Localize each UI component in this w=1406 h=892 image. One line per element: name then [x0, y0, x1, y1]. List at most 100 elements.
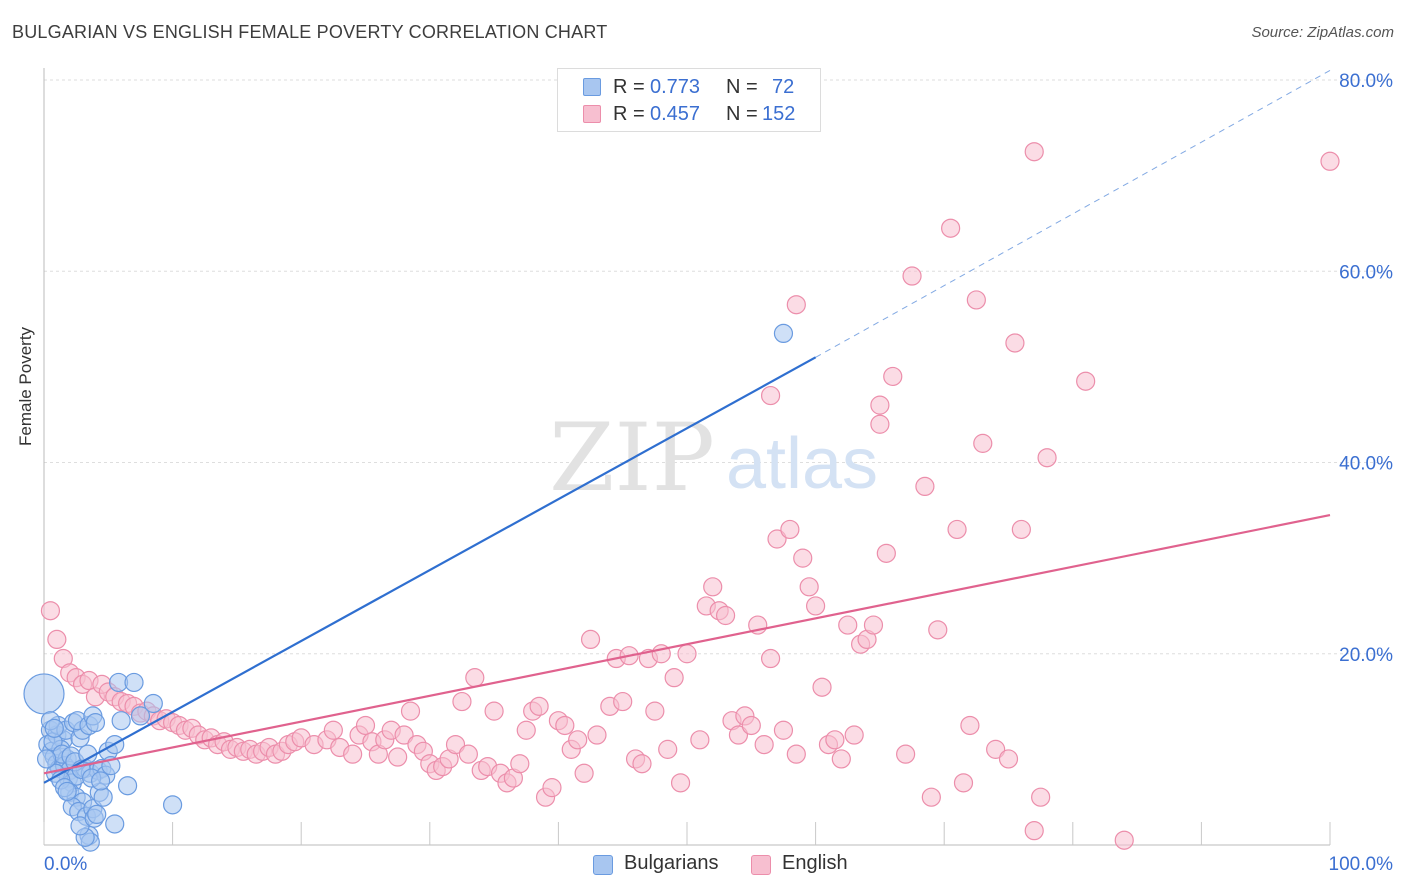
english-point [645, 701, 665, 721]
legend-r-label: R = [613, 103, 645, 125]
english-point [728, 725, 749, 745]
english-point [1037, 448, 1057, 468]
legend-n-value: 72 [772, 76, 795, 98]
watermark: ZIP atlas [549, 404, 878, 513]
english-point [613, 691, 633, 712]
bulgarian-point [44, 718, 64, 738]
english-point [883, 366, 903, 387]
english-point [773, 720, 794, 740]
english-point [580, 629, 601, 650]
english-point [1011, 519, 1031, 540]
bulgarian-point [90, 771, 111, 791]
english-point [1024, 142, 1044, 162]
english-point [741, 715, 761, 736]
english-point [780, 519, 800, 540]
english-point [1031, 787, 1051, 807]
english-point [760, 385, 781, 406]
english-point [394, 725, 414, 745]
english-point [1320, 151, 1340, 171]
english-point [703, 577, 723, 597]
english-point [658, 739, 678, 759]
english-point [1005, 333, 1025, 353]
english-point [355, 715, 376, 736]
correlation-legend: R = 0.773 N = 72 R = 0.457 N = 152 [557, 68, 821, 132]
y-tick-label: 20.0% [1339, 645, 1393, 666]
english-point [574, 763, 594, 783]
trend-lines [43, 70, 1331, 784]
legend-n-label: N = [726, 103, 758, 125]
english-point [928, 620, 948, 640]
source-label: Source: ZipAtlas.com [1251, 24, 1394, 41]
legend-swatch-pink [583, 105, 601, 123]
bulgarian-point [23, 673, 65, 715]
english-point [921, 787, 941, 807]
english-point [555, 715, 575, 736]
y-tick-label: 40.0% [1339, 454, 1393, 475]
legend-r-value: 0.457 [650, 103, 701, 125]
english-point [400, 701, 421, 721]
english-point [715, 605, 736, 626]
y-tick-label: 60.0% [1339, 262, 1393, 283]
english-point [966, 290, 986, 310]
bulgarian-point [57, 781, 77, 802]
english-point [587, 725, 607, 745]
english-point [896, 744, 916, 764]
y-tick-label: 80.0% [1339, 71, 1393, 92]
english-point [1076, 371, 1096, 391]
bulgarians-trend-line [43, 356, 817, 784]
english-point [452, 691, 472, 712]
bulgarians-swatch [593, 855, 613, 875]
english-point [47, 629, 67, 650]
english-label: English [782, 852, 848, 874]
english-point [677, 644, 697, 664]
english-point [870, 395, 890, 415]
bulgarian-point [36, 749, 57, 769]
english-trend-line [43, 514, 1331, 775]
bulgarian-points [23, 323, 794, 852]
english-point [1114, 830, 1134, 850]
english-point [838, 615, 858, 635]
x-tick-label: 100.0% [1329, 854, 1394, 875]
english-point [458, 744, 478, 764]
english-point [516, 720, 536, 740]
english-point [465, 668, 485, 688]
legend-swatch-blue [583, 78, 601, 96]
english-point [825, 730, 845, 750]
english-point [831, 749, 851, 769]
chart-title: BULGARIAN VS ENGLISH FEMALE POVERTY CORR… [12, 22, 608, 42]
bulgarian-point [773, 323, 794, 344]
english-point [799, 577, 819, 597]
english-point [805, 596, 826, 616]
english-point [510, 754, 530, 774]
english-point [786, 295, 806, 315]
bulgarian-point [124, 672, 144, 693]
english-point [786, 744, 806, 764]
english-swatch [751, 855, 771, 875]
english-point [812, 677, 832, 697]
english-point [754, 734, 774, 755]
english-point [902, 266, 922, 286]
english-point [973, 433, 993, 453]
english-point [670, 773, 691, 793]
bulgarian-point [85, 712, 106, 733]
english-point [915, 476, 935, 497]
legend-n-label: N = [726, 76, 758, 98]
english-point [767, 529, 787, 549]
x-tick-label: 0.0% [44, 854, 87, 875]
english-point [542, 778, 562, 798]
bulgarians-label: Bulgarians [624, 852, 719, 874]
bulgarians-trend-extension [815, 70, 1331, 358]
english-point [690, 730, 710, 750]
bulgarian-point [130, 706, 151, 726]
english-point [876, 543, 896, 563]
legend-n-value: 152 [762, 103, 796, 125]
bulgarian-point [111, 711, 131, 731]
bulgarian-point [163, 795, 183, 815]
english-point [947, 519, 967, 540]
english-point [844, 725, 864, 745]
english-point [568, 730, 588, 750]
y-axis-label: Female Poverty [16, 326, 35, 446]
english-point [323, 720, 343, 740]
bulgarian-point [143, 693, 163, 714]
